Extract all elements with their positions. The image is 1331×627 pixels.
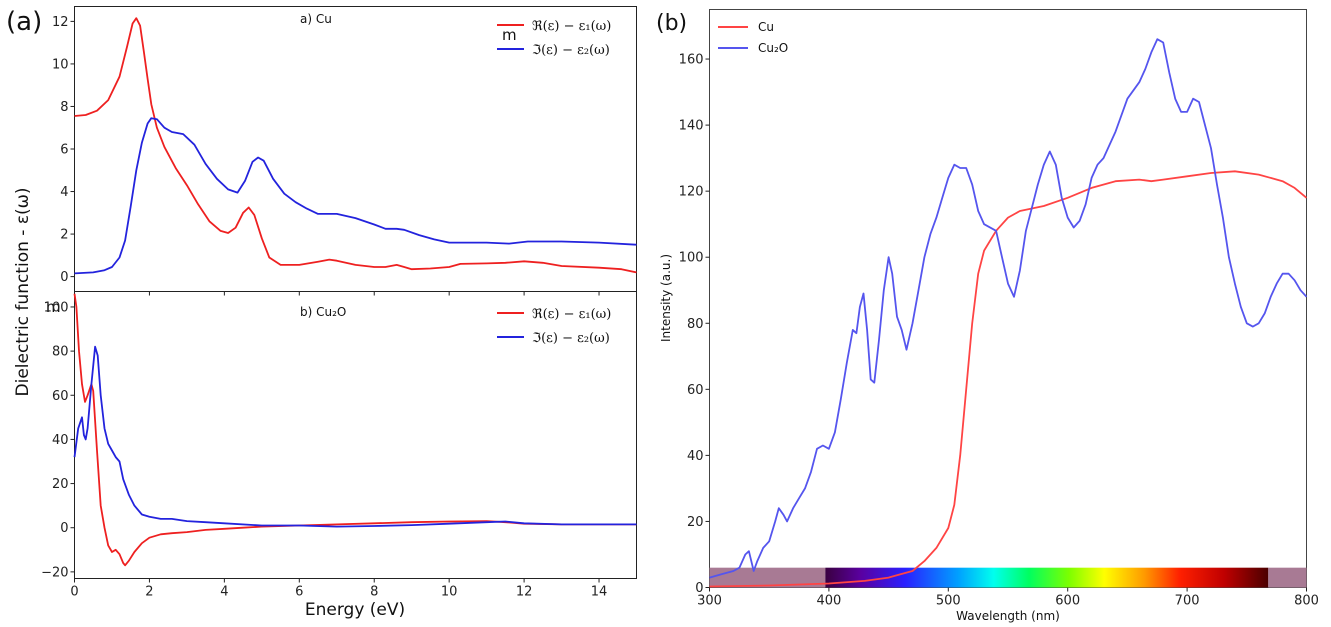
spectrum-band-ir	[1268, 567, 1307, 588]
legend-label-real: ℜ(ε) − ε₁(ω)	[532, 307, 611, 322]
y-tick-label: 100	[44, 300, 69, 315]
y-tick-label: 20	[687, 515, 704, 530]
panel-title-cu: a) Cu	[300, 12, 332, 26]
x-tick-label: 500	[936, 594, 961, 609]
legend-label-imag: ℑ(ε) − ε₂(ω)	[532, 43, 610, 58]
legend-a-bottom: ℜ(ε) − ε₁(ω) ℑ(ε) − ε₂(ω)	[497, 307, 611, 346]
y-tick-label: 4	[60, 185, 68, 200]
x-tick-label: 4	[220, 585, 228, 600]
stray-m-label-top: m	[502, 26, 517, 44]
x-tick-label: 10	[441, 585, 458, 600]
y-tick-label: 60	[52, 389, 69, 404]
x-tick-label: 600	[1055, 594, 1080, 609]
legend-b: Cu Cu₂O	[718, 20, 788, 55]
y-tick-label: 10	[52, 57, 69, 72]
series-line-a-top-0	[74, 17, 637, 274]
y-tick-label: 120	[679, 185, 704, 200]
x-tick-label: 14	[591, 585, 608, 600]
x-tick-label: 12	[516, 585, 533, 600]
legend-label-cu2o: Cu₂O	[758, 41, 788, 55]
x-tick-label: 800	[1294, 594, 1319, 609]
panel-label-b: (b)	[656, 11, 687, 36]
y-tick-label: 40	[52, 433, 69, 448]
y-tick-label: −20	[41, 565, 68, 580]
x-tick-label: 400	[816, 594, 841, 609]
y-tick-label: 160	[679, 53, 704, 68]
x-tick-label: 8	[370, 585, 378, 600]
y-tick-label: 0	[695, 581, 703, 596]
spectrum-band-uv	[709, 567, 826, 588]
y-tick-label: 0	[60, 521, 68, 536]
plot-frame-b	[709, 9, 1307, 588]
y-tick-label: 100	[679, 251, 704, 266]
y-tick-label: 0	[60, 270, 68, 285]
x-axis-label-a: Energy (eV)	[305, 600, 405, 620]
y-tick-label: 20	[52, 477, 69, 492]
y-tick-label: 80	[687, 317, 704, 332]
y-tick-label: 6	[60, 143, 68, 158]
x-axis-label-b: Wavelength (nm)	[956, 609, 1060, 623]
series-line-a-top-1	[74, 117, 637, 275]
y-tick-label: 140	[679, 119, 704, 134]
legend-a-top: ℜ(ε) − ε₁(ω) ℑ(ε) − ε₂(ω)	[497, 19, 611, 58]
y-axis-label-a: Dielectric function - ε(ω)	[13, 187, 33, 396]
y-tick-label: 80	[52, 345, 69, 360]
x-tick-label: 0	[70, 585, 78, 600]
series-line-a-bottom-1	[73, 345, 637, 528]
y-axis-label-b: Intensity (a.u.)	[659, 254, 673, 342]
panel-label-a: (a)	[6, 7, 42, 37]
panel-title-cu2o: b) Cu₂O	[300, 305, 346, 319]
legend-label-real: ℜ(ε) − ε₁(ω)	[532, 19, 611, 34]
x-tick-label: 300	[697, 594, 722, 609]
x-tick-label: 6	[295, 585, 303, 600]
spectrum-band-visible	[825, 567, 1269, 588]
y-tick-label: 8	[60, 100, 68, 115]
stray-m-label-left: m	[46, 298, 61, 316]
series-line-b-0	[709, 170, 1308, 588]
y-tick-label: 2	[60, 228, 68, 243]
y-tick-label: 60	[687, 383, 704, 398]
x-tick-label: 700	[1175, 594, 1200, 609]
y-tick-label: 12	[52, 15, 69, 30]
series-line-b-1	[709, 38, 1308, 579]
legend-label-imag: ℑ(ε) − ε₂(ω)	[532, 331, 610, 346]
legend-label-cu: Cu	[758, 20, 774, 34]
plot-frame-a-bottom	[74, 291, 637, 579]
y-tick-label: 40	[687, 449, 704, 464]
x-tick-label: 2	[145, 585, 153, 600]
